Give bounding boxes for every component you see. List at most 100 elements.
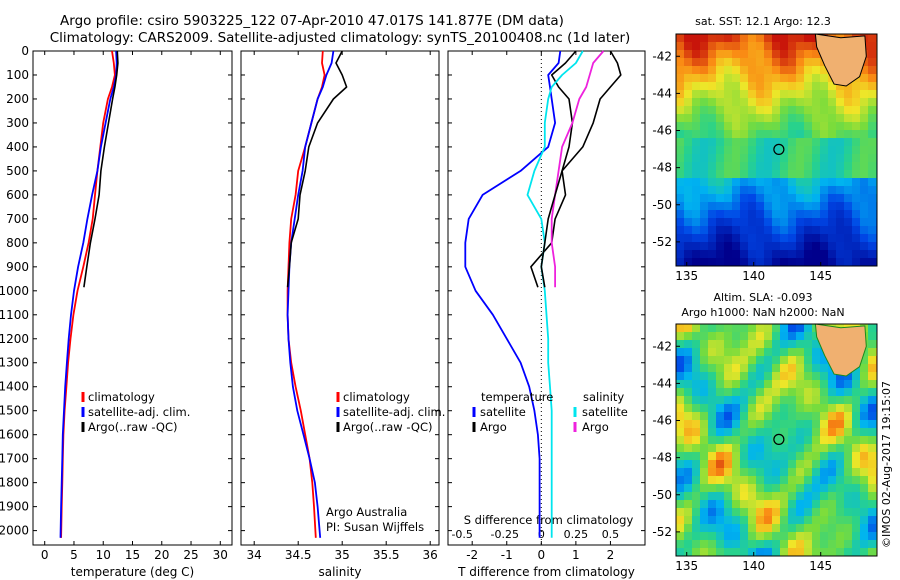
map-cell <box>684 324 692 332</box>
map-cell <box>740 122 748 130</box>
map-cell <box>740 348 748 356</box>
map-cell <box>700 122 708 130</box>
map-cell <box>716 380 724 388</box>
map-cell <box>756 234 764 242</box>
map-cell <box>684 388 692 396</box>
map-cell <box>772 404 780 412</box>
map-cell <box>740 66 748 74</box>
map-cell <box>788 66 796 74</box>
map-cell <box>836 218 844 226</box>
map-cell <box>708 258 716 266</box>
map-cell <box>732 412 740 420</box>
map-cell <box>732 324 740 332</box>
map-cell <box>772 50 780 58</box>
map-cell <box>676 202 684 210</box>
map-cell <box>732 130 740 138</box>
map-cell <box>772 210 780 218</box>
map-cell <box>820 226 828 234</box>
map-cell <box>788 106 796 114</box>
map-cell <box>868 444 876 452</box>
map-cell <box>836 226 844 234</box>
map-cell <box>692 178 700 186</box>
map-cell <box>700 460 708 468</box>
map-lat-label: -48 <box>652 451 672 465</box>
map-cell <box>748 66 756 74</box>
map-cell <box>796 468 804 476</box>
map-cell <box>716 436 724 444</box>
map-cell <box>764 258 772 266</box>
map-cell <box>676 460 684 468</box>
map-cell <box>868 484 876 492</box>
map-cell <box>812 106 820 114</box>
map-cell <box>788 74 796 82</box>
map-cell <box>844 138 852 146</box>
map-cell <box>780 388 788 396</box>
map-cell <box>700 364 708 372</box>
map-cell <box>684 90 692 98</box>
map-cell <box>828 170 836 178</box>
map-cell <box>732 218 740 226</box>
map-cell <box>764 540 772 548</box>
map-cell <box>788 500 796 508</box>
map-cell <box>700 388 708 396</box>
map-cell <box>748 122 756 130</box>
salinity-diff-tick-label: 0.5 <box>602 528 620 541</box>
map-cell <box>804 484 812 492</box>
map-cell <box>772 58 780 66</box>
map-cell <box>788 170 796 178</box>
map-cell <box>780 460 788 468</box>
map-cell <box>780 420 788 428</box>
map-cell <box>764 58 772 66</box>
map-cell <box>868 250 876 258</box>
map-cell <box>756 364 764 372</box>
map-cell <box>772 114 780 122</box>
map-cell <box>764 500 772 508</box>
map-cell <box>740 340 748 348</box>
map-cell <box>836 476 844 484</box>
map-cell <box>852 194 860 202</box>
map-cell <box>740 380 748 388</box>
map-cell <box>860 380 868 388</box>
map-cell <box>740 476 748 484</box>
map-cell <box>836 90 844 98</box>
map-cell <box>724 524 732 532</box>
map-cell <box>780 122 788 130</box>
map-cell <box>836 258 844 266</box>
map-cell <box>748 340 756 348</box>
map-cell <box>788 98 796 106</box>
map-cell <box>860 412 868 420</box>
map-cell <box>820 146 828 154</box>
map-cell <box>700 98 708 106</box>
map-cell <box>740 532 748 540</box>
map-cell <box>716 122 724 130</box>
map-cell <box>700 508 708 516</box>
map-cell <box>684 364 692 372</box>
map-lat-label: -50 <box>652 488 672 502</box>
map-cell <box>812 476 820 484</box>
map-cell <box>676 218 684 226</box>
map-cell <box>788 476 796 484</box>
map-cell <box>692 242 700 250</box>
map-cell <box>868 138 876 146</box>
map-cell <box>684 34 692 42</box>
map-cell <box>868 540 876 548</box>
map-cell <box>868 42 876 50</box>
map-cell <box>820 258 828 266</box>
map-cell <box>868 82 876 90</box>
map-cell <box>732 50 740 58</box>
map-cell <box>684 340 692 348</box>
map-cell <box>860 428 868 436</box>
map-cell <box>756 210 764 218</box>
map-cell <box>804 444 812 452</box>
map-cell <box>796 170 804 178</box>
map-cell <box>804 460 812 468</box>
map-cell <box>732 114 740 122</box>
map-cell <box>756 106 764 114</box>
map-cell <box>708 404 716 412</box>
map-cell <box>868 146 876 154</box>
map-cell <box>716 516 724 524</box>
map-cell <box>692 74 700 82</box>
map-cell <box>716 532 724 540</box>
map-cell <box>692 380 700 388</box>
map-cell <box>820 178 828 186</box>
